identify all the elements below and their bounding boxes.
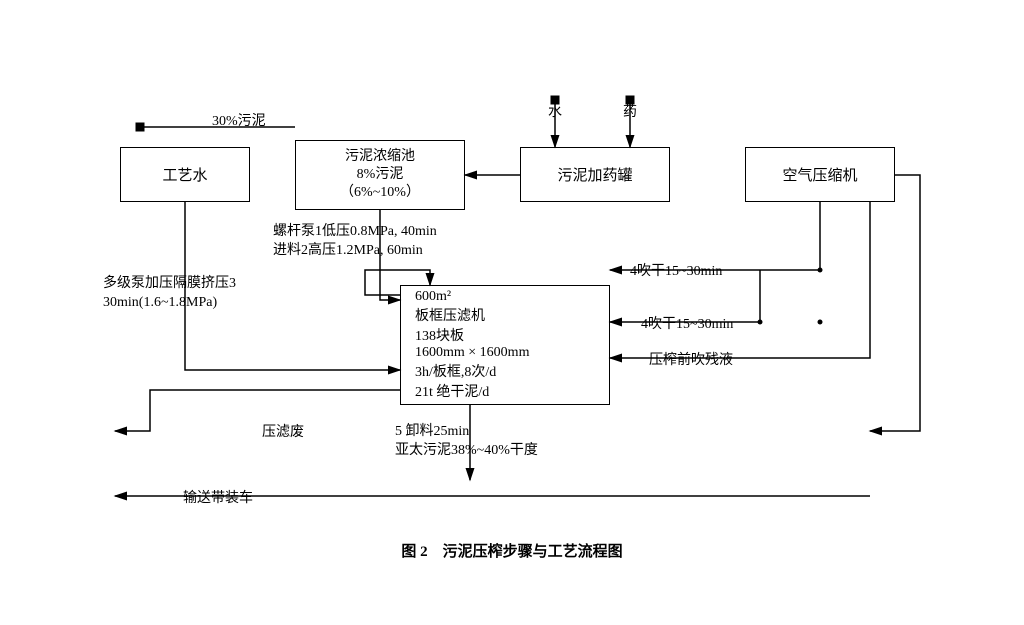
label-conveyor: 输送带装车	[183, 490, 253, 509]
junction-dot	[818, 320, 823, 325]
node-thickener-l2: （6%~10%）	[340, 184, 420, 202]
node-filter-l0: 600m²	[415, 289, 451, 305]
node-thickener: 污泥浓缩池 8%污泥 （6%~10%）	[295, 140, 465, 210]
label-blow1: 4吹干15~30min	[630, 263, 722, 282]
node-dosing-tank: 污泥加药罐	[520, 147, 670, 202]
edge-compressor-right-down	[870, 175, 920, 431]
node-proc-water-text: 工艺水	[162, 164, 207, 185]
label-screw-pump: 螺杆泵1低压0.8MPa, 40min 进料2高压1.2MPa, 60min	[273, 223, 437, 261]
label-blow2: 4吹干15~30min	[641, 316, 733, 335]
node-filter-l2: 138块板	[415, 325, 464, 345]
junction-dot	[758, 320, 763, 325]
label-sludge30: 30%污泥	[212, 113, 266, 132]
node-filter-l1: 板框压滤机	[415, 305, 485, 325]
label-pre-press-blow: 压榨前吹残液	[649, 352, 733, 371]
node-filter-press: 600m² 板框压滤机 138块板 1600mm × 1600mm 3h/板框,…	[400, 285, 610, 405]
node-dosing-tank-text: 污泥加药罐	[557, 164, 632, 185]
edge-filter-waste-left	[115, 390, 400, 431]
node-thickener-l0: 污泥浓缩池	[345, 148, 415, 166]
figure-caption: 图 2 污泥压榨步骤与工艺流程图	[0, 540, 1024, 561]
label-discharge: 5 卸料25min 亚太污泥38%~40%干度	[395, 423, 538, 461]
label-chem-in: 药	[623, 104, 637, 123]
node-filter-l3: 1600mm × 1600mm	[415, 345, 529, 361]
node-filter-l5: 21t 绝干泥/d	[415, 381, 489, 401]
label-filtrate-waste: 压滤废	[262, 424, 304, 443]
node-thickener-l1: 8%污泥	[357, 166, 404, 184]
node-compressor: 空气压缩机	[745, 147, 895, 202]
junction-dot	[818, 268, 823, 273]
edge-compressor-blow1	[610, 202, 820, 270]
label-multistage: 多级泵加压隔膜挤压3 30min(1.6~1.8MPa)	[103, 275, 236, 313]
node-proc-water: 工艺水	[120, 147, 250, 202]
label-water-in: 水	[548, 104, 562, 123]
node-compressor-text: 空气压缩机	[782, 164, 857, 185]
node-filter-l4: 3h/板框,8次/d	[415, 361, 496, 381]
